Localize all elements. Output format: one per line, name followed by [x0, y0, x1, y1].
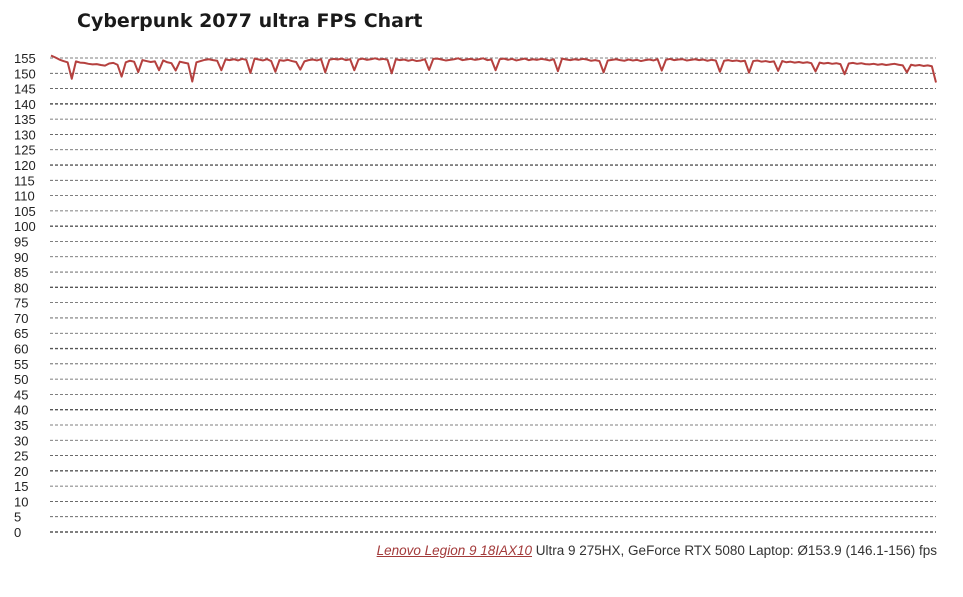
chart-title: Cyberpunk 2077 ultra FPS Chart	[77, 10, 423, 32]
series-layer	[50, 54, 937, 83]
y-axis-ticks: 0510152025303540455055606570758085909510…	[14, 51, 36, 540]
y-tick-label: 50	[14, 372, 28, 387]
y-tick-label: 150	[14, 66, 36, 81]
y-tick-label: 30	[14, 433, 28, 448]
legend-spec-text: Ultra 9 275HX, GeForce RTX 5080 Laptop: …	[532, 543, 937, 558]
chart-legend: Lenovo Legion 9 18IAX10 Ultra 9 275HX, G…	[377, 543, 937, 558]
y-tick-label: 125	[14, 143, 36, 158]
y-tick-label: 120	[14, 158, 36, 173]
y-tick-label: 70	[14, 311, 28, 326]
y-tick-label: 100	[14, 219, 36, 234]
y-tick-label: 90	[14, 250, 28, 265]
y-tick-label: 65	[14, 326, 28, 341]
y-tick-label: 110	[14, 189, 35, 204]
y-tick-label: 10	[14, 494, 28, 509]
y-tick-label: 5	[14, 510, 21, 525]
y-tick-label: 60	[14, 342, 28, 357]
y-tick-label: 140	[14, 97, 36, 112]
y-tick-label: 105	[14, 204, 36, 219]
y-tick-label: 35	[14, 418, 28, 433]
device-link[interactable]: Lenovo Legion 9 18IAX10	[376, 543, 533, 558]
y-tick-label: 75	[14, 296, 28, 311]
y-tick-label: 135	[14, 112, 36, 127]
y-tick-label: 85	[14, 265, 28, 280]
y-tick-label: 95	[14, 234, 28, 249]
grid-lines	[50, 57, 936, 533]
y-tick-label: 145	[14, 82, 36, 97]
series-line-0	[50, 54, 937, 83]
y-tick-label: 45	[14, 387, 28, 402]
y-tick-label: 115	[14, 173, 35, 188]
y-tick-label: 55	[14, 357, 28, 372]
y-tick-label: 0	[14, 525, 21, 540]
y-tick-label: 20	[14, 464, 28, 479]
y-tick-label: 25	[14, 449, 28, 464]
y-tick-label: 40	[14, 403, 28, 418]
y-tick-label: 130	[14, 127, 36, 142]
y-tick-label: 155	[14, 51, 36, 66]
y-tick-label: 15	[14, 479, 28, 494]
y-tick-label: 80	[14, 280, 28, 295]
